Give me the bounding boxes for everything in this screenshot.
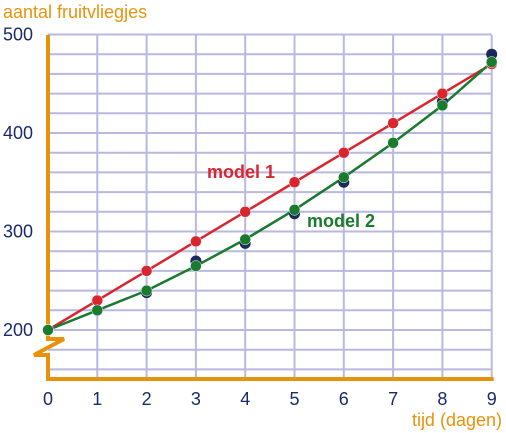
model-1-point [436,87,449,100]
tick-labels: 0 1 2 3 4 5 6 7 8 9 200 300 400 500 [3,25,497,410]
x-tick-label: 6 [339,389,349,409]
x-axis-label: tijd (dagen) [412,410,502,430]
model-1-point [91,294,104,307]
x-tick-label: 4 [240,389,250,409]
grid [48,33,493,379]
series-line-model-2 [47,61,493,332]
model-1-point [140,265,153,277]
y-tick-label: 200 [3,320,33,340]
model-2-point [288,204,301,216]
x-tick-label: 2 [142,389,152,409]
model-1-point [239,206,251,218]
model-1-point [190,235,202,248]
model-2-point [338,171,350,184]
x-tick-label: 8 [437,389,447,409]
model-1-point [387,117,399,129]
y-tick-label: 400 [3,123,33,143]
model-2-point [91,304,104,317]
model-2-point [239,233,251,246]
model-2-point [485,56,498,68]
x-tick-label: 9 [487,389,497,409]
model-2-point [42,324,54,336]
y-axis-line [33,35,65,381]
model-2-point [190,260,202,272]
series-label-model-1: model 1 [207,162,275,182]
series-label-model-2: model 2 [307,211,375,231]
y-axis-label: aantal fruitvliegjes [3,2,147,22]
x-tick-label: 3 [191,389,201,409]
model-2-point [387,137,399,149]
series-line-model-1 [47,62,493,332]
data-points [42,48,498,336]
x-tick-label: 1 [92,389,102,409]
x-tick-label: 5 [289,389,299,409]
y-tick-label: 500 [3,25,33,45]
x-tick-label: 7 [388,389,398,409]
model-1-point [338,146,350,159]
observed-point [486,48,498,60]
y-tick-label: 300 [3,222,33,242]
axes [33,35,494,381]
model-1-point [288,176,301,188]
x-tick-label: 0 [43,389,53,409]
model-2-point [436,99,449,112]
series-lines [47,61,493,332]
model-2-point [140,284,153,297]
